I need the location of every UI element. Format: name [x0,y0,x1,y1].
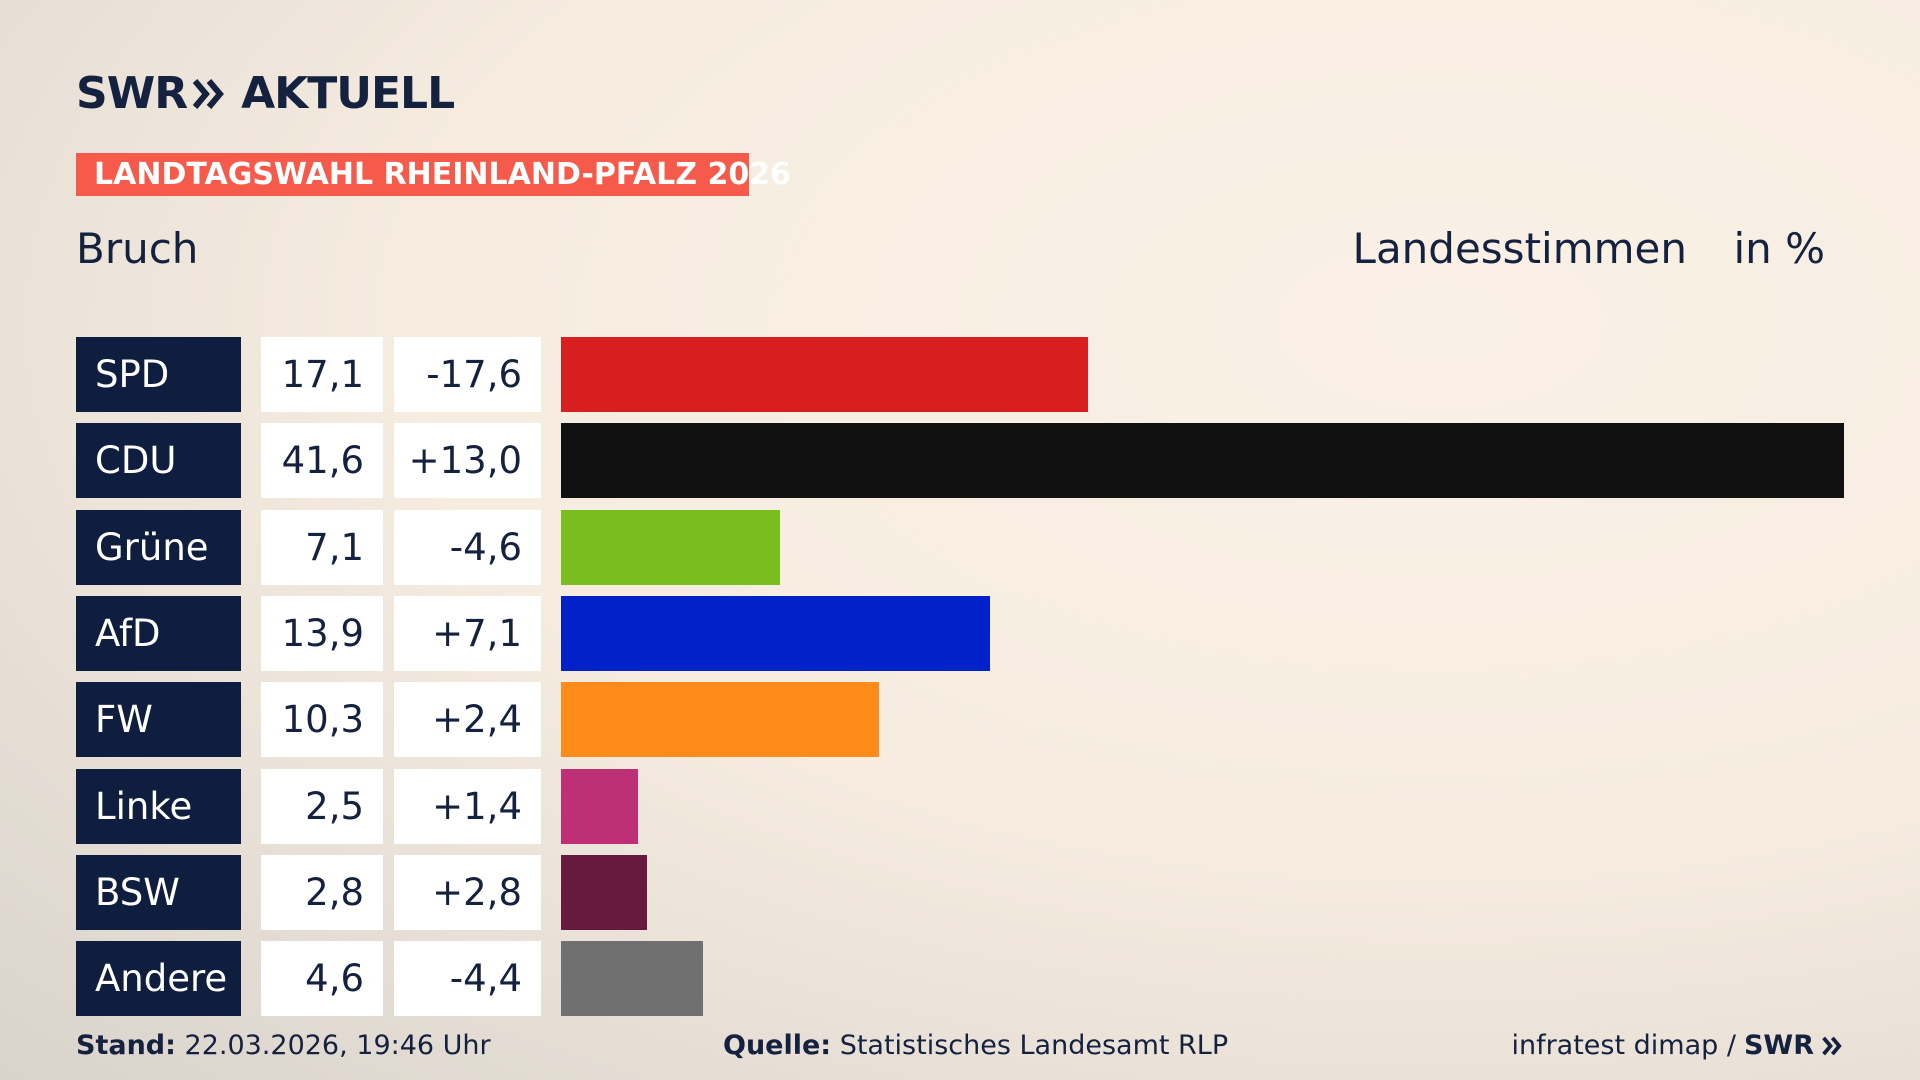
value-label: 13,9 [261,595,383,671]
source: Quelle: Statistisches Landesamt RLP [723,1030,1228,1061]
value-label: 2,8 [261,854,383,930]
bar [561,337,1089,412]
stand-value: 22.03.2026, 19:46 Uhr [184,1030,491,1061]
unit: in % [1733,224,1825,273]
value-label: 4,6 [261,941,383,1017]
value-label: 17,1 [261,337,383,412]
party-label: SPD [76,337,241,412]
stand-label: Stand: [76,1030,176,1061]
brand-logo: SWR AKTUELL [76,68,455,119]
bar [561,595,990,671]
bar [561,941,703,1017]
party-label: BSW [76,854,241,930]
bar [561,682,879,758]
party-label: Linke [76,768,241,844]
value-label: 10,3 [261,682,383,758]
chevrons [193,78,225,109]
change-label: +7,1 [394,595,541,671]
change-label: +2,4 [394,682,541,758]
subtitle: Bruch [76,224,199,273]
value-label: 41,6 [261,423,383,499]
credit: infratest dimap / SWR [1511,1030,1844,1061]
change-label: -17,6 [394,337,541,412]
party-label: Grüne [76,509,241,585]
chevrons [1822,1036,1842,1055]
change-label: -4,6 [394,509,541,585]
party-label: CDU [76,423,241,499]
measure: Landesstimmen [1352,224,1687,273]
credit-text: infratest dimap / [1511,1030,1736,1061]
party-label: AfD [76,595,241,671]
change-label: +1,4 [394,768,541,844]
bar [561,509,780,585]
change-label: -4,4 [394,941,541,1017]
value-label: 2,5 [261,768,383,844]
bar [561,768,639,844]
change-label: +13,0 [394,423,541,499]
credit-brand: SWR [1743,1030,1814,1061]
banner: LANDTAGSWAHL RHEINLAND-PFALZ 2026 [76,153,791,196]
stand: Stand: 22.03.2026, 19:46 Uhr [76,1030,491,1061]
bar [561,423,1844,499]
change-label: +2,8 [394,854,541,930]
brand-product: AKTUELL [241,68,455,119]
source-value: Statistisches Landesamt RLP [839,1030,1229,1061]
brand-name: SWR [76,68,188,119]
party-label: Andere [76,941,241,1017]
bar [561,854,648,930]
source-label: Quelle: [723,1030,832,1061]
party-label: FW [76,682,241,758]
value-label: 7,1 [261,509,383,585]
